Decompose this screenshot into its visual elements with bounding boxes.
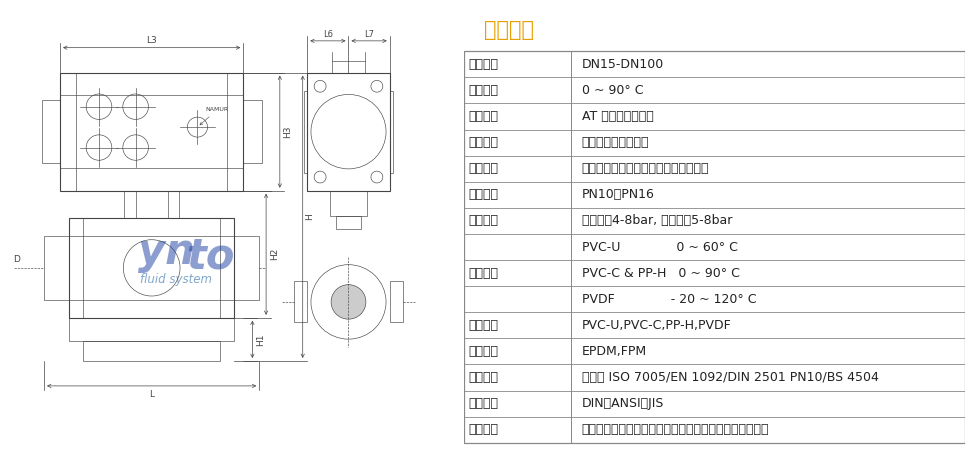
Bar (336, 216, 361, 229)
Text: 动作范围: 动作范围 (468, 84, 499, 97)
Bar (125, 191, 179, 218)
Text: L6: L6 (323, 30, 333, 39)
Text: H2: H2 (270, 248, 279, 261)
Text: PN10、PN16: PN10、PN16 (581, 188, 655, 201)
Text: 可配附件: 可配附件 (468, 423, 499, 436)
Bar (83, 340, 220, 361)
Bar (60, 73, 244, 191)
Text: PVC-U              0 ~ 60° C: PVC-U 0 ~ 60° C (581, 241, 737, 253)
Text: H: H (305, 213, 314, 220)
Text: L3: L3 (146, 36, 157, 45)
Text: 阀体材质: 阀体材质 (468, 319, 499, 332)
Text: DN15-DN100: DN15-DN100 (581, 58, 663, 71)
Bar (308, 73, 390, 191)
Text: DIN、ANSI、JIS: DIN、ANSI、JIS (581, 397, 664, 410)
Bar (390, 91, 393, 173)
Text: AT 系列气动执行器: AT 系列气动执行器 (581, 110, 654, 123)
Bar (304, 91, 308, 173)
Bar (244, 100, 261, 163)
Text: L: L (149, 390, 154, 399)
Text: 气源压力: 气源压力 (468, 214, 499, 227)
Text: 气缸形式: 气缸形式 (468, 136, 499, 149)
Text: fluid system: fluid system (140, 273, 212, 286)
Bar (332, 61, 364, 73)
Text: yn: yn (138, 231, 195, 273)
Bar (69, 318, 234, 340)
Bar (293, 281, 308, 322)
Text: EPDM,FPM: EPDM,FPM (581, 345, 647, 358)
Text: 连接方式: 连接方式 (468, 371, 499, 384)
Bar (390, 281, 403, 322)
Text: 0 ~ 90° C: 0 ~ 90° C (581, 84, 643, 97)
Text: to: to (186, 236, 235, 277)
Circle shape (331, 285, 366, 319)
Bar (42, 100, 60, 163)
Text: NAMUR: NAMUR (200, 107, 229, 125)
Text: 公称压力: 公称压力 (468, 188, 499, 201)
Text: 公称通径: 公称通径 (468, 58, 499, 71)
Text: PVDF              - 20 ~ 120° C: PVDF - 20 ~ 120° C (581, 293, 756, 306)
Bar (330, 191, 367, 216)
Text: L7: L7 (364, 30, 374, 39)
Text: 技术参数: 技术参数 (484, 20, 534, 40)
Bar (69, 218, 234, 318)
Text: 连接标准: 连接标准 (468, 397, 499, 410)
Text: H3: H3 (283, 125, 292, 138)
Text: D: D (14, 255, 20, 264)
Text: 使用温度: 使用温度 (468, 266, 499, 280)
Bar (234, 236, 259, 300)
Text: 控制方式: 控制方式 (468, 162, 499, 175)
Bar (464, 51, 965, 443)
Text: 电磁阀、空气过滤器减压阀、阀位回讯号、阀门定位器等: 电磁阀、空气过滤器减压阀、阀位回讯号、阀门定位器等 (581, 423, 769, 436)
Text: PVC-C & PP-H   0 ~ 90° C: PVC-C & PP-H 0 ~ 90° C (581, 266, 739, 280)
Text: 密封材质: 密封材质 (468, 345, 499, 358)
Text: 双作用：4-8bar, 单作用：5-8bar: 双作用：4-8bar, 单作用：5-8bar (581, 214, 731, 227)
Text: 双作用、常开、常闭: 双作用、常开、常闭 (581, 136, 649, 149)
Text: PVC-U,PVC-C,PP-H,PVDF: PVC-U,PVC-C,PP-H,PVDF (581, 319, 731, 332)
Text: 开关型、调节型、三段式（开关可选）: 开关型、调节型、三段式（开关可选） (581, 162, 709, 175)
Text: 法兰式 ISO 7005/EN 1092/DIN 2501 PN10/BS 4504: 法兰式 ISO 7005/EN 1092/DIN 2501 PN10/BS 45… (581, 371, 879, 384)
Text: H1: H1 (256, 333, 265, 346)
Bar (44, 236, 69, 300)
Text: 气缸选配: 气缸选配 (468, 110, 499, 123)
